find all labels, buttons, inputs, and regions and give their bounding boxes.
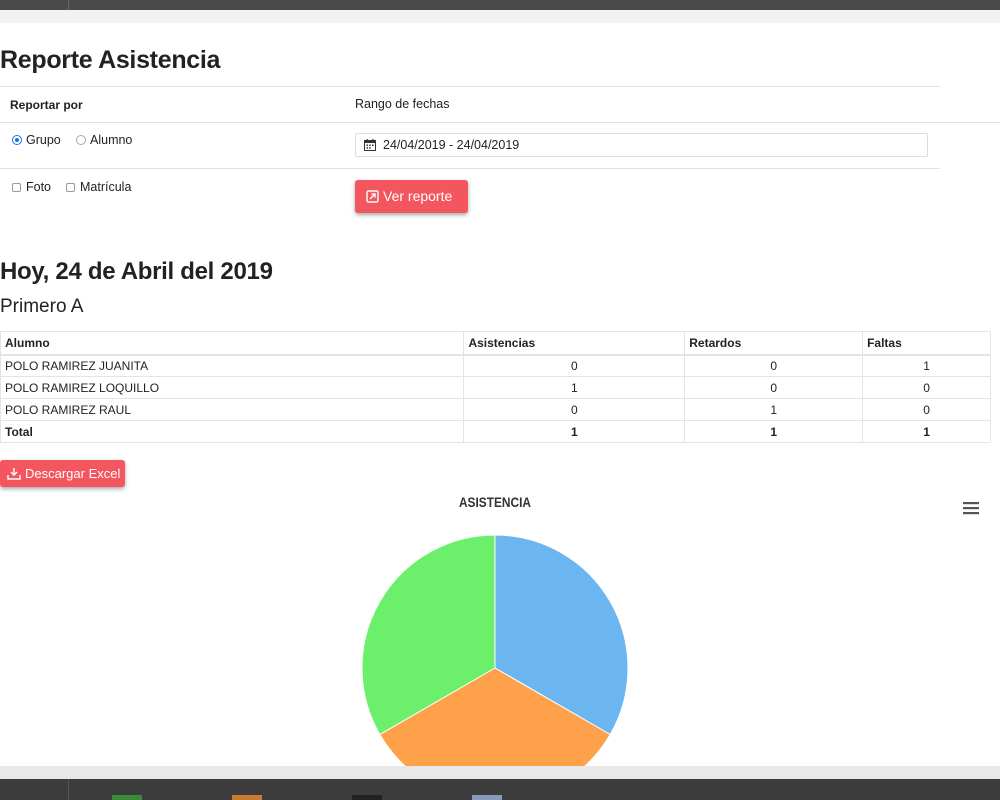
chart-title: ASISTENCIA [458, 494, 532, 510]
divider [0, 86, 940, 87]
pie-chart [361, 534, 629, 766]
download-excel-button[interactable]: Descargar Excel [0, 460, 125, 487]
divider [0, 168, 940, 169]
table-total-row: Total 1 1 1 [0, 420, 991, 443]
radio-group[interactable] [12, 135, 22, 145]
page-title: Reporte Asistencia [0, 46, 221, 74]
header-student: Alumno [0, 331, 465, 356]
checkbox-enrollment[interactable] [66, 183, 75, 192]
table-row: POLO RAMIREZ LOQUILLO 1 0 0 [0, 376, 991, 399]
pie-slice[interactable] [379, 667, 611, 766]
bottom-bar-divider [68, 779, 69, 800]
checkbox-enrollment-label[interactable]: Matrícula [80, 180, 132, 194]
date-range-label: Rango de fechas [355, 97, 450, 111]
group-name: Primero A [0, 296, 84, 317]
checkbox-photo-label[interactable]: Foto [26, 180, 52, 194]
report-by-label: Reportar por [10, 98, 83, 112]
student-name: POLO RAMIREZ LOQUILLO [0, 376, 465, 399]
legend-swatch [112, 795, 142, 800]
table-header-row: Alumno Asistencias Retardos Faltas [0, 331, 991, 356]
table-row: POLO RAMIREZ JUANITA 0 0 1 [0, 354, 991, 377]
total-absences: 1 [862, 420, 991, 443]
header-attendance: Asistencias [463, 331, 686, 356]
pie-slice[interactable] [361, 534, 496, 736]
browser-bottom-bar [0, 779, 1000, 800]
student-name: POLO RAMIREZ JUANITA [0, 354, 465, 377]
table-row: POLO RAMIREZ RAUL 0 1 0 [0, 398, 991, 421]
view-report-label: Ver reporte [383, 188, 453, 204]
legend-swatch [472, 795, 502, 800]
pie-slice[interactable] [494, 534, 629, 736]
legend-swatch [232, 795, 262, 800]
date-range-value: 24/04/2019 - 24/04/2019 [383, 138, 520, 152]
view-report-button[interactable]: Ver reporte [355, 180, 468, 213]
date-range-input[interactable]: 24/04/2019 - 24/04/2019 [355, 133, 928, 157]
download-excel-label: Descargar Excel [25, 466, 121, 481]
external-link-icon [366, 190, 379, 203]
calendar-icon [364, 139, 376, 151]
total-label: Total [0, 420, 465, 443]
radio-student[interactable] [76, 135, 86, 145]
radio-student-label[interactable]: Alumno [90, 133, 133, 147]
header-strip [0, 10, 1000, 23]
legend-swatch [352, 795, 382, 800]
header-absences: Faltas [862, 331, 991, 356]
download-icon [7, 468, 21, 480]
divider [0, 122, 1000, 123]
attendance-table: Alumno Asistencias Retardos Faltas POLO … [0, 331, 991, 443]
total-attendance: 1 [463, 420, 686, 443]
browser-top-bar [0, 0, 1000, 10]
today-heading: Hoy, 24 de Abril del 2019 [0, 258, 273, 285]
top-bar-divider [68, 0, 69, 10]
checkbox-photo[interactable] [12, 183, 21, 192]
header-late: Retardos [684, 331, 864, 356]
chart-menu-icon[interactable] [962, 501, 980, 515]
radio-group-label[interactable]: Grupo [26, 133, 61, 147]
